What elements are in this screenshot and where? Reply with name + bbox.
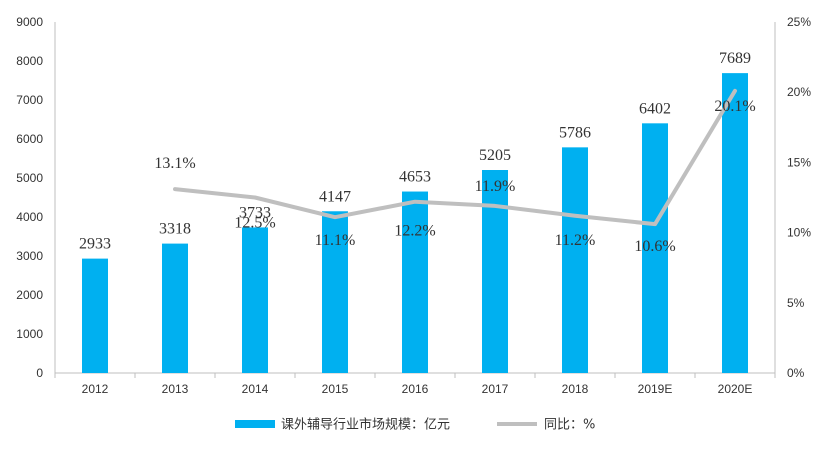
bar-data-label: 3733 [239,204,271,221]
right-tick-label: 10% [787,226,811,240]
bar-data-label: 4653 [399,169,431,186]
left-tick-label: 5000 [16,171,43,185]
x-tick-label: 2015 [322,382,349,396]
right-tick-label: 5% [787,296,805,310]
right-tick-label: 15% [787,155,811,169]
left-tick-label: 7000 [16,93,43,107]
bar-data-label: 6402 [639,100,671,117]
bar [242,227,268,373]
bar-data-label: 2933 [79,236,111,253]
bar [562,147,588,373]
bar-data-label: 3318 [159,221,191,238]
x-tick-label: 2016 [402,382,429,396]
bar [162,243,188,373]
legend-bar-swatch [235,420,275,428]
line-data-label: 12.5% [234,215,275,232]
x-tick-label: 2014 [242,382,269,396]
bar [322,211,348,373]
left-tick-label: 8000 [16,54,43,68]
legend-bar-label: 课外辅导行业市场规模：亿元 [281,417,450,433]
plot-area: 0 1000 2000 3000 4000 5000 6000 7000 8000 9000 0% 5… [16,15,811,433]
x-tick-label: 2018 [562,382,589,396]
bar [402,191,428,373]
bar [82,258,108,373]
left-tick-label: 6000 [16,132,43,146]
bar [722,73,748,373]
right-tick-label: 20% [787,85,811,99]
left-tick-label: 3000 [16,249,43,263]
right-tick-label: 0% [787,366,805,380]
right-tick-label: 25% [787,15,811,29]
line-data-label: 11.2% [555,232,596,249]
line-data-label: 13.1% [154,155,195,172]
line-data-label: 11.9% [475,178,516,195]
line-data-label: 20.1% [714,98,755,115]
legend-line-label: 同比：% [544,418,595,433]
left-tick-label: 9000 [16,15,43,29]
x-tick-label: 2019E [638,382,673,396]
left-tick-label: 4000 [16,210,43,224]
bar-data-label: 4147 [319,188,351,205]
bar [642,123,668,374]
line-data-label: 11.1% [315,232,356,249]
bar-data-label: 5786 [559,124,591,141]
line-series [173,88,737,227]
bar [482,170,508,373]
bar-data-label: 7689 [719,50,751,67]
left-tick-label: 1000 [16,327,43,341]
line-data-label: 12.2% [394,223,435,240]
left-tick-label: 0 [36,366,43,380]
x-tick-label: 2012 [82,382,109,396]
x-tick-label: 2020E [718,382,753,396]
line-data-label: 10.6% [634,238,675,255]
bar-data-label: 5205 [479,147,511,164]
x-tick-label: 2017 [482,382,509,396]
left-tick-label: 2000 [16,288,43,302]
x-tick-label: 2013 [162,382,189,396]
